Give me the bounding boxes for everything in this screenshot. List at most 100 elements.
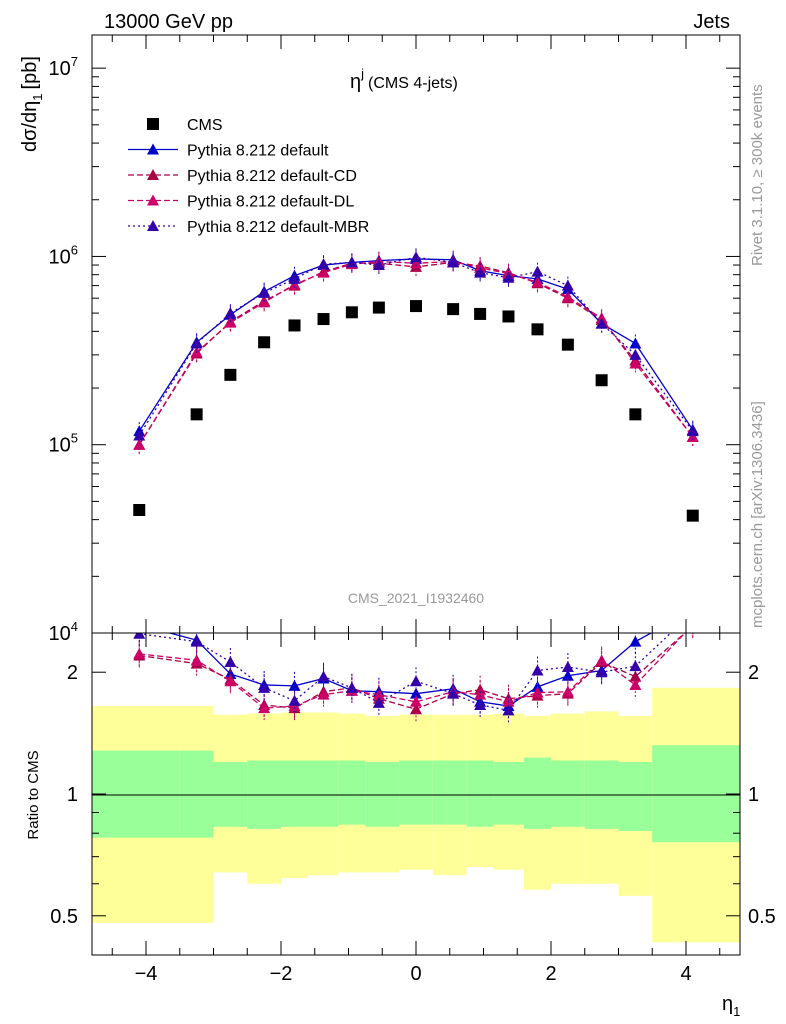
ratio-point-mbr (258, 681, 271, 693)
x-tick-label: −2 (270, 963, 293, 985)
ratio-y-label: Ratio to CMS (25, 750, 42, 839)
ratio-point-dl (317, 688, 330, 700)
ratio-point-mbr (687, 606, 699, 617)
x-axis-label: η1 (722, 993, 740, 1019)
ratio-uncertainty-band-inner (399, 760, 433, 825)
ratio-plot-panel: 0.5 0.5 1 1 2 2 −4 −2 0 2 4 Ratio to CMS η1 (25, 606, 776, 1019)
ratio-point-mbr (502, 704, 515, 716)
x-tick-label: 4 (680, 963, 691, 985)
ratio-point-mbr (345, 681, 358, 693)
ratio-y-tick-label-left: 1 (67, 784, 78, 806)
data-point-mbr (345, 256, 358, 268)
ratio-point-dl (133, 647, 146, 659)
data-point-mbr (258, 286, 271, 298)
data-point-mbr (372, 259, 385, 271)
data-point-cms (372, 301, 385, 314)
legend-label-default: Pythia 8.212 default (187, 143, 329, 160)
ratio-point-mbr (133, 633, 146, 639)
main-y-tick-label: 106 (49, 242, 78, 268)
ratio-y-tick-label-right: 2 (748, 662, 759, 684)
legend-label-cd: Pythia 8.212 default-CD (187, 168, 357, 185)
ratio-point-mbr (288, 694, 301, 706)
ratio-uncertainty-band-inner (493, 761, 524, 825)
ratio-uncertainty-band-inner (365, 761, 400, 827)
data-point-mbr (474, 266, 487, 278)
ratio-point-dl (629, 678, 642, 690)
data-point-dl (410, 257, 422, 269)
ratio-uncertainty-band-inner (308, 760, 339, 827)
series-line-default (138, 258, 694, 432)
ratio-point-dl (474, 688, 487, 700)
side-text-top: Rivet 3.1.10, ≥ 300k events (749, 84, 766, 266)
series-line-mbr (138, 256, 694, 436)
x-tick-label: −4 (135, 963, 158, 985)
main-y-tick-label: 104 (49, 619, 78, 645)
data-point-cms (561, 338, 574, 351)
ratio-point-dl (410, 695, 422, 707)
data-point-mbr (133, 429, 146, 441)
x-tick-label: 0 (410, 963, 421, 985)
data-point-cms (345, 306, 358, 319)
ratio-uncertainty-band-inner (92, 750, 180, 838)
main-y-label: dσ/dη1[pb] (19, 56, 45, 152)
main-y-tick-label: 107 (49, 54, 78, 80)
ratio-point-dl (531, 686, 544, 698)
ratio-y-tick-label-right: 1 (748, 784, 759, 806)
ratio-point-mbr (595, 666, 608, 678)
ratio-point-mbr (561, 661, 574, 673)
ratio-uncertainty-band-inner (466, 760, 494, 827)
ratio-point-mbr (447, 687, 460, 699)
main-plot-panel: 104 105 106 107 CMS_2021_I1932460 ηj(CMS 4-… (19, 34, 741, 645)
data-point-mbr (629, 348, 642, 360)
data-point-cms (447, 303, 460, 316)
ratio-point-mbr (629, 660, 642, 672)
legend-marker-mbr (147, 220, 159, 231)
main-title: ηj(CMS 4-jets) (350, 66, 458, 93)
data-point-cms (258, 336, 271, 349)
series-line-dl (138, 260, 694, 446)
data-point-dl (561, 290, 574, 302)
ratio-point-dl (224, 675, 237, 687)
ratio-uncertainty-band-inner (618, 761, 653, 832)
ratio-uncertainty-band-inner (551, 760, 585, 827)
data-point-mbr (410, 251, 422, 263)
header-left: 13000 GeV pp (104, 11, 233, 33)
series-line-cd (138, 261, 694, 446)
data-point-dl (531, 276, 544, 288)
ratio-point-dl (258, 702, 271, 714)
data-point-dl (288, 278, 301, 290)
data-point-mbr (686, 425, 699, 437)
data-point-mbr (224, 307, 237, 319)
data-point-cms (317, 313, 330, 326)
ratio-point-dl (687, 619, 699, 630)
legend-marker-default (147, 143, 159, 155)
data-point-default (629, 337, 642, 349)
ratio-y-tick-label-right: 0.5 (748, 906, 776, 928)
ratio-point-cd (687, 620, 699, 631)
ratio-point-mbr (190, 635, 203, 647)
ratio-uncertainty-band-inner (652, 745, 740, 843)
ratio-series-group (133, 606, 699, 725)
ratio-point-dl (561, 685, 574, 697)
legend: CMS Pythia 8.212 default Pythia 8.212 defa… (128, 117, 369, 236)
legend-label-dl: Pythia 8.212 default-DL (187, 194, 354, 211)
header-right: Jets (693, 11, 730, 33)
data-point-cms (190, 408, 203, 421)
legend-label-mbr: Pythia 8.212 default-MBR (187, 219, 369, 236)
data-point-cms (686, 509, 699, 522)
ratio-point-mbr (372, 696, 385, 708)
data-point-dl (686, 430, 699, 442)
x-tick-label: 2 (545, 963, 556, 985)
data-point-mbr (595, 317, 608, 329)
data-point-cms (474, 307, 487, 320)
ratio-uncertainty-band-inner (281, 760, 308, 827)
ratio-y-tick-label-left: 0.5 (50, 906, 78, 928)
side-text-bottom: mcplots.cern.ch [arXiv:1306.3436] (749, 401, 766, 628)
ratio-point-dl (190, 654, 203, 666)
main-y-tick-label: 105 (49, 431, 78, 457)
data-point-cms (531, 323, 544, 336)
data-point-cms (224, 368, 237, 381)
data-point-mbr (190, 337, 203, 349)
data-point-mbr (317, 258, 330, 270)
